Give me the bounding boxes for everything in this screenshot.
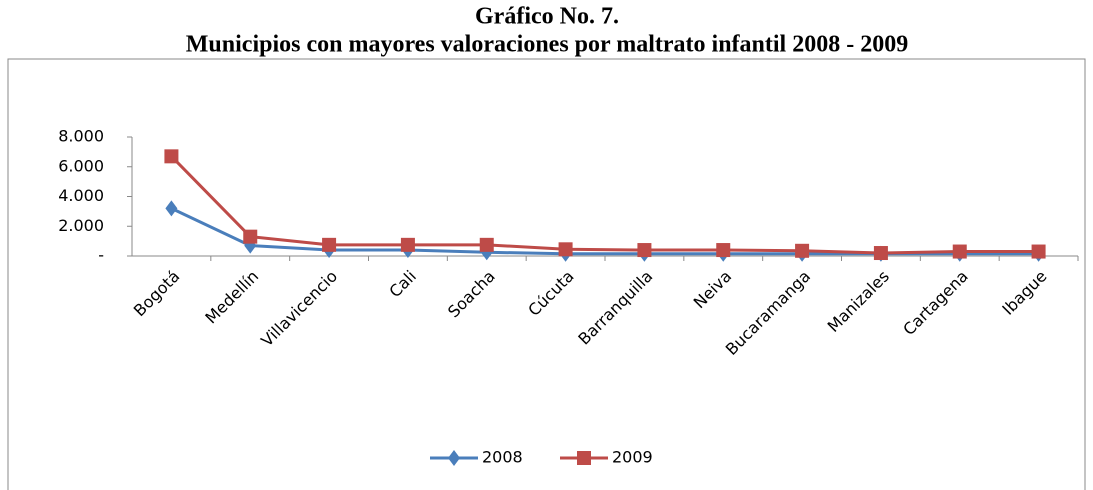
x-tick-label: Neiva [690, 267, 736, 313]
x-tick-label: Soacha [444, 267, 499, 322]
x-tick-label: Barranquilla [574, 267, 656, 349]
marker [243, 229, 258, 244]
legend-label: 2008 [482, 448, 523, 467]
y-tick-label: 8.000 [58, 127, 104, 146]
chart-border [7, 58, 1086, 490]
legend-marker [448, 450, 460, 466]
marker [165, 200, 178, 217]
y-tick-label: 2.000 [58, 216, 104, 235]
x-tick-label: Manizales [824, 267, 893, 336]
y-tick-label: 4.000 [58, 186, 104, 205]
x-tick-label: Cúcuta [524, 267, 577, 320]
y-tick-label: - [98, 246, 104, 265]
legend-marker [577, 451, 591, 465]
legend-label: 2009 [612, 448, 653, 467]
x-tick-label: Cali [385, 267, 420, 302]
marker [795, 243, 810, 258]
series-line [170, 155, 1039, 255]
chart-subtitle: Municipios con mayores valoraciones por … [186, 32, 908, 58]
marker [164, 149, 179, 164]
x-tick-label: Cartagena [899, 267, 972, 340]
x-tick-label: Medellín [201, 267, 262, 328]
marker [952, 244, 967, 259]
marker [479, 237, 494, 252]
marker [400, 237, 415, 252]
chart-title: Gráfico No. 7. [475, 4, 619, 30]
x-tick-label: Bogotá [130, 267, 184, 321]
x-tick-label: Ibague [998, 267, 1050, 319]
marker [873, 246, 888, 261]
marker [637, 243, 652, 258]
y-tick-label: 6.000 [58, 156, 104, 175]
marker [716, 243, 731, 258]
series-line [170, 207, 1039, 256]
x-tick-label: Villavicencio [257, 267, 341, 351]
marker [558, 242, 573, 257]
x-tick-label: Bucaramanga [722, 267, 814, 359]
marker [322, 237, 337, 252]
marker [1031, 244, 1046, 259]
